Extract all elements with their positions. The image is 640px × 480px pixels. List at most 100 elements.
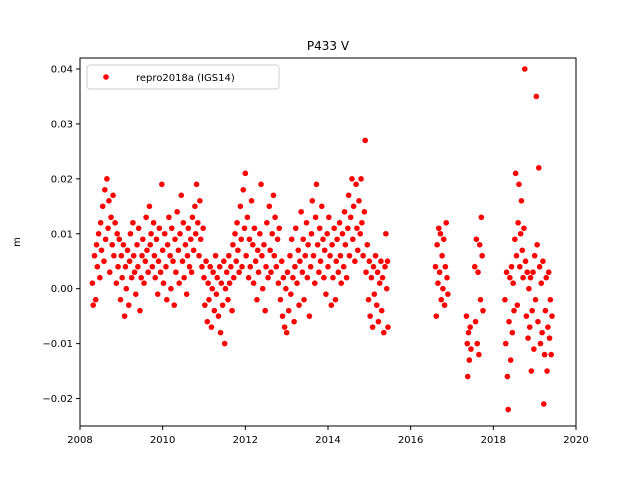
data-point	[149, 263, 156, 270]
data-point	[507, 357, 514, 363]
data-point	[279, 313, 286, 319]
data-point	[216, 263, 223, 270]
data-point	[221, 340, 228, 347]
data-point	[179, 258, 186, 265]
data-point	[251, 225, 258, 232]
x-tick-label: 2014	[315, 435, 340, 446]
y-tick-label: 0.03	[51, 119, 73, 130]
data-point	[536, 165, 542, 171]
data-point	[249, 241, 256, 248]
data-point	[290, 274, 296, 281]
data-point	[122, 263, 129, 270]
data-point	[465, 329, 472, 336]
data-point	[287, 252, 293, 259]
data-point	[526, 324, 533, 330]
data-point	[356, 198, 362, 204]
data-point	[160, 280, 167, 286]
data-point	[111, 252, 117, 259]
data-point	[476, 351, 482, 358]
data-point	[525, 335, 531, 341]
data-point	[313, 181, 320, 188]
data-point	[276, 225, 283, 232]
data-point	[202, 302, 208, 308]
data-point	[108, 214, 114, 221]
data-point	[352, 258, 358, 265]
data-point	[327, 252, 333, 259]
data-point	[145, 269, 151, 276]
y-axis: −0.02 −0.01 0.00 0.01 0.02 0.03 0.04	[42, 64, 80, 405]
data-point	[519, 247, 526, 254]
data-point	[463, 313, 470, 319]
data-point	[435, 225, 442, 232]
data-point	[538, 280, 545, 286]
chart-title: P433 V	[307, 39, 350, 53]
data-point	[536, 263, 543, 270]
data-point	[357, 230, 364, 237]
data-point	[364, 241, 371, 248]
data-point	[188, 269, 195, 276]
data-point	[254, 247, 261, 254]
data-point	[441, 302, 448, 308]
data-point	[330, 274, 336, 281]
x-tick-label: 2008	[67, 435, 92, 446]
data-point	[115, 263, 121, 270]
data-point	[368, 274, 375, 281]
data-point	[237, 203, 244, 210]
data-point	[217, 329, 224, 336]
data-point	[341, 208, 348, 215]
data-point	[244, 214, 251, 221]
x-axis: 2008 2010 2012 2014 2016 2018 2020	[67, 426, 589, 446]
data-point	[308, 230, 315, 237]
data-point	[537, 340, 544, 347]
data-point	[309, 198, 316, 204]
data-point	[316, 225, 323, 232]
data-point	[173, 269, 179, 276]
data-point	[530, 269, 536, 276]
data-point	[228, 263, 234, 270]
data-point	[159, 181, 165, 188]
data-point	[219, 302, 226, 308]
data-point	[445, 291, 451, 297]
data-point	[278, 258, 285, 265]
data-point	[183, 291, 190, 297]
data-point	[268, 269, 274, 276]
data-point	[365, 296, 372, 303]
data-point	[517, 230, 524, 237]
data-point	[464, 373, 471, 380]
data-point	[201, 274, 207, 281]
data-point	[288, 236, 295, 243]
data-point	[301, 296, 307, 303]
data-point	[168, 285, 174, 292]
data-point	[512, 236, 518, 243]
data-point	[382, 263, 388, 270]
data-point	[373, 302, 380, 308]
data-point	[354, 247, 361, 254]
data-point	[171, 302, 178, 308]
data-point	[292, 225, 299, 232]
data-point	[91, 252, 98, 259]
data-point	[197, 198, 203, 204]
data-point	[526, 285, 532, 292]
data-point	[184, 252, 191, 259]
data-point	[192, 203, 198, 210]
data-point	[206, 296, 212, 303]
data-point	[543, 274, 550, 281]
data-point	[155, 258, 162, 265]
data-point	[116, 236, 123, 243]
data-point	[506, 318, 512, 325]
data-point	[502, 340, 509, 347]
data-point	[102, 187, 108, 193]
x-tick-label: 2018	[481, 435, 506, 446]
data-point	[513, 252, 520, 259]
data-point	[502, 296, 508, 303]
data-point	[542, 307, 549, 314]
data-point	[211, 307, 218, 314]
data-point	[125, 302, 132, 308]
data-point	[337, 252, 344, 259]
data-point	[516, 263, 523, 270]
data-point	[205, 280, 211, 286]
data-point	[248, 198, 255, 204]
data-point	[196, 252, 202, 259]
data-point	[274, 236, 281, 243]
data-point	[514, 302, 521, 308]
